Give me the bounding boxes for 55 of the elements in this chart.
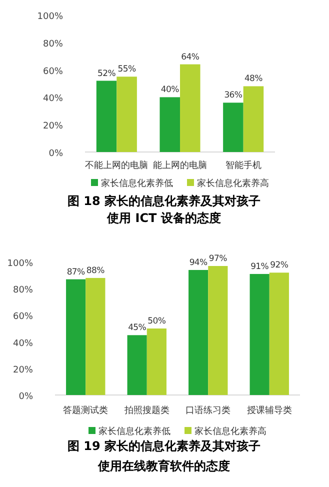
bar	[66, 279, 86, 395]
data-label: 87%	[66, 267, 86, 278]
bar	[127, 335, 147, 395]
data-label: 55%	[118, 64, 136, 75]
text: 图 19 家长的信息化素养及其对孩子	[67, 439, 261, 453]
bar	[96, 80, 117, 152]
y-tick-label: 100%	[37, 12, 64, 22]
y-tick-label: 0%	[48, 149, 64, 159]
bar	[269, 272, 289, 395]
x-tick-label: 智能手机	[225, 160, 262, 171]
data-label: 45%	[128, 323, 146, 334]
legend-label: 家长信息化素养高	[197, 178, 269, 189]
x-tick-label: 拍照搜题类	[123, 405, 170, 416]
data-label: 36%	[224, 90, 242, 101]
x-tick-label: 答题测试类	[63, 405, 108, 416]
y-tick-label: 80%	[42, 39, 64, 50]
x-tick-label: 授课辅导类	[246, 405, 292, 416]
data-label: 97%	[208, 254, 228, 264]
bar	[188, 270, 208, 395]
bar	[250, 274, 270, 395]
y-tick-label: 20%	[42, 122, 64, 132]
data-label: 88%	[86, 266, 105, 276]
y-tick-label: 60%	[42, 66, 64, 77]
text: 图 18 家长的信息化素养及其对孩子	[67, 194, 261, 208]
data-label: 64%	[181, 52, 200, 62]
y-tick-label: 40%	[42, 94, 64, 104]
x-tick-label: 能上网的电脑	[153, 160, 207, 171]
bar	[180, 64, 200, 152]
y-tick-label: 80%	[12, 286, 34, 296]
legend-label: 家长信息化素养低	[101, 178, 173, 189]
x-tick-label: 口语练习类	[186, 405, 231, 416]
y-tick-label: 20%	[12, 365, 34, 376]
data-label: 50%	[148, 316, 166, 326]
text: 使用在线教育软件的态度	[97, 459, 230, 473]
bar	[160, 97, 180, 152]
y-tick-label: 60%	[12, 312, 34, 322]
y-tick-label: 100%	[7, 259, 34, 269]
y-tick-label: 40%	[12, 338, 34, 349]
data-label: 52%	[98, 68, 116, 79]
legend-label: 家长信息化素养低	[98, 426, 170, 437]
bar	[86, 278, 106, 395]
bar	[116, 76, 137, 152]
data-label: 94%	[189, 258, 208, 268]
data-label: 92%	[270, 260, 288, 271]
data-label: 40%	[160, 85, 180, 96]
data-label: 48%	[244, 74, 263, 84]
bar	[223, 102, 244, 152]
bar	[146, 328, 166, 395]
text: 使用 ICT 设备的态度	[106, 211, 221, 225]
x-tick-label: 不能上网的电脑	[85, 160, 148, 171]
y-tick-label: 0%	[18, 392, 34, 402]
bar	[208, 266, 228, 395]
bar	[243, 86, 264, 152]
legend-label: 家长信息化素养高	[194, 426, 266, 437]
data-label: 91%	[250, 262, 269, 272]
